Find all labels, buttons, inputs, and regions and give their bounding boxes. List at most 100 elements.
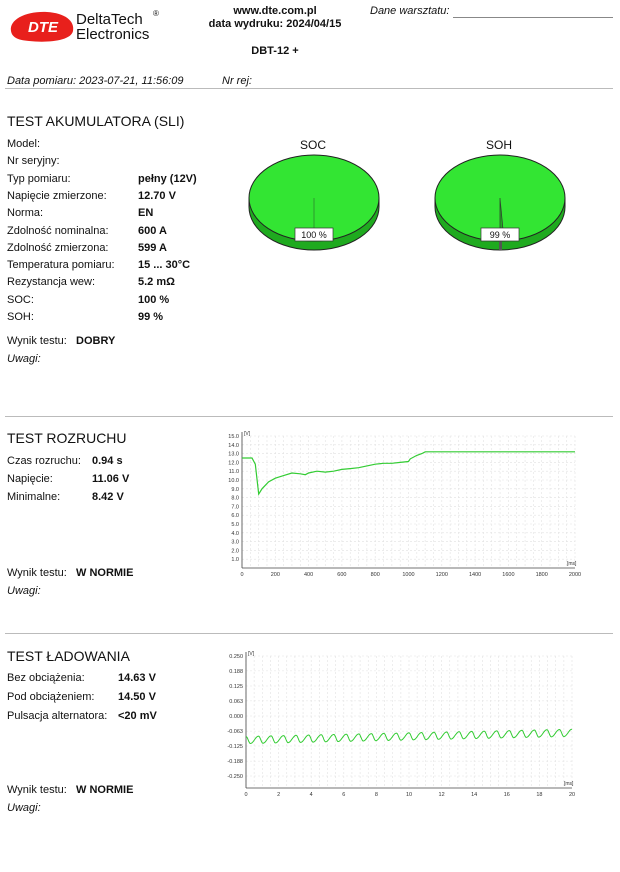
device-model: DBT-12 + xyxy=(251,45,299,57)
x-tick-label: 4 xyxy=(310,792,313,798)
pie-label: 100 % xyxy=(301,230,327,240)
battery-field-label: Zdolność nominalna: xyxy=(7,224,109,237)
cranking-field-label: Minimalne: xyxy=(7,491,61,503)
charging-field-label: Bez obciążenia: xyxy=(7,672,85,684)
x-tick-label: 20 xyxy=(569,792,575,798)
x-tick-label: 1400 xyxy=(469,572,481,578)
x-tick-label: 200 xyxy=(271,572,280,578)
dte-logo: DTE xyxy=(10,11,74,42)
y-tick-label: 0.188 xyxy=(229,669,243,675)
y-tick-label: 4.0 xyxy=(231,531,239,537)
battery-field-value: 5.2 mΩ xyxy=(138,276,175,289)
logo-line1: DeltaTech xyxy=(76,11,143,28)
x-tick-label: 1800 xyxy=(536,572,548,578)
battery-field-label: SOH: xyxy=(7,311,34,323)
battery-field-value: 100 % xyxy=(138,293,170,306)
x-tick-label: 800 xyxy=(371,572,380,578)
battery-field-label: Temperatura pomiaru: xyxy=(7,259,115,272)
y-tick-label: 6.0 xyxy=(231,513,239,519)
charging-field-value: 14.63 V xyxy=(118,672,156,684)
workshop-label: Dane warsztatu: xyxy=(370,5,450,17)
y-tick-label: 8.0 xyxy=(231,496,239,502)
cranking-result-label: Wynik testu: xyxy=(7,567,67,579)
pie-label-box xyxy=(294,227,334,242)
ripple-series-line xyxy=(245,728,573,745)
soc-title: SOC xyxy=(299,138,326,152)
header-center: www.dte.com.pl data wydruku: 2024/04/15 xyxy=(180,5,370,31)
charging-title: TEST ŁADOWANIA xyxy=(7,648,130,664)
pie-label: 99 % xyxy=(490,230,511,240)
x-tick-label: 400 xyxy=(304,572,313,578)
battery-field-value: 600 A xyxy=(138,224,167,237)
cranking-notes-label: Uwagi: xyxy=(7,585,41,597)
y-tick-label: 0.125 xyxy=(229,684,243,690)
charging-field-label: Pulsacja alternatora: xyxy=(7,710,108,722)
voltage-series-line xyxy=(242,451,575,496)
x-tick-label: 6 xyxy=(342,792,345,798)
cranking-result-value: W NORMIE xyxy=(76,567,134,579)
x-tick-label: 14 xyxy=(471,792,477,798)
charging-field-value: <20 mV xyxy=(118,710,157,722)
cranking-divider xyxy=(5,633,613,634)
soh-pie: 99 % xyxy=(434,154,566,251)
y-tick-label: 3.0 xyxy=(231,540,239,546)
x-tick-label: 8 xyxy=(375,792,378,798)
y-tick-label: 9.0 xyxy=(231,487,239,493)
battery-field-value: 599 A xyxy=(138,241,167,254)
y-tick-label: 12.0 xyxy=(228,460,239,466)
x-tick-label: 0 xyxy=(240,572,243,578)
y-tick-label: 11.0 xyxy=(229,469,239,475)
battery-field-label: Norma: xyxy=(7,207,44,220)
x-tick-label: 1200 xyxy=(436,572,448,578)
y-tick-label: -0.125 xyxy=(227,744,243,750)
battery-field-value: 12.70 V xyxy=(138,189,176,202)
battery-result-value: DOBRY xyxy=(76,335,116,347)
charging-field-label: Pod obciążeniem: xyxy=(7,691,95,703)
x-tick-label: 2 xyxy=(277,792,280,798)
workshop-underline xyxy=(453,17,613,18)
x-tick-label: 18 xyxy=(536,792,542,798)
soc-pie: 100 % xyxy=(248,154,380,251)
x-unit-label: [ms] xyxy=(564,781,574,787)
cranking-field-label: Napięcie: xyxy=(7,473,53,485)
y-tick-label: -0.250 xyxy=(227,774,243,780)
cranking-chart: 0 200 400 600 800 1000 1200 1400 1600 1800 2000 1.0… xyxy=(228,431,581,578)
y-tick-label: -0.188 xyxy=(227,759,243,765)
registered-mark: ® xyxy=(153,9,159,18)
charging-result-value: W NORMIE xyxy=(76,784,134,796)
x-tick-label: 10 xyxy=(406,792,412,798)
charging-field-value: 14.50 V xyxy=(118,691,156,703)
soh-title: SOH xyxy=(485,138,512,152)
cranking-field-value: 11.06 V xyxy=(92,473,130,485)
charging-chart: 0 2 4 6 8 10 12 14 16 18 20 0.250 0.188 0.125 0.063 0.0… xyxy=(227,651,575,798)
battery-field-value: pełny (12V) xyxy=(138,172,197,185)
x-tick-label: 12 xyxy=(439,792,445,798)
battery-field-value: 15 ... 30°C xyxy=(138,259,191,272)
battery-field-value: 99 % xyxy=(138,311,164,323)
y-tick-label: 13.0 xyxy=(228,452,239,458)
y-tick-label: 7.0 xyxy=(231,504,239,510)
battery-field-label: Zdolność zmierzona: xyxy=(7,241,109,254)
battery-notes-label: Uwagi: xyxy=(7,353,41,365)
battery-field-label: Model: xyxy=(7,138,41,150)
reg-no-label: Nr rej: xyxy=(222,75,252,87)
x-unit-label: [ms] xyxy=(567,561,577,567)
logo-line2: Electronics xyxy=(76,26,150,43)
y-tick-label: 5.0 xyxy=(231,522,239,528)
battery-title: TEST AKUMULATORA (SLI) xyxy=(7,113,185,129)
x-tick-label: 0 xyxy=(244,792,247,798)
logo-mark: DTE xyxy=(28,19,59,36)
battery-divider xyxy=(5,416,613,417)
cranking-field-value: 0.94 s xyxy=(92,455,123,467)
x-tick-label: 2000 xyxy=(569,572,581,578)
y-tick-label: 0.250 xyxy=(229,654,243,660)
y-tick-label: 2.0 xyxy=(231,548,239,554)
x-tick-label: 1000 xyxy=(402,572,414,578)
charging-notes-label: Uwagi: xyxy=(7,802,41,814)
pie-label-box xyxy=(480,227,520,242)
cranking-field-label: Czas rozruchu: xyxy=(7,455,81,467)
y-tick-label: 0.063 xyxy=(229,699,243,705)
battery-field-label: SOC: xyxy=(7,293,34,306)
header-divider xyxy=(5,88,613,89)
y-unit-label: [V] xyxy=(248,651,255,657)
